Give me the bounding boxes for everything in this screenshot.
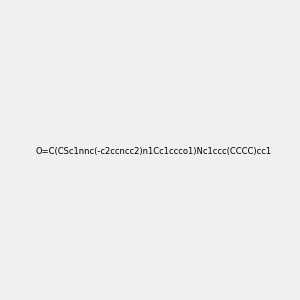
Text: O=C(CSc1nnc(-c2ccncc2)n1Cc1ccco1)Nc1ccc(CCCC)cc1: O=C(CSc1nnc(-c2ccncc2)n1Cc1ccco1)Nc1ccc(… — [36, 147, 272, 156]
